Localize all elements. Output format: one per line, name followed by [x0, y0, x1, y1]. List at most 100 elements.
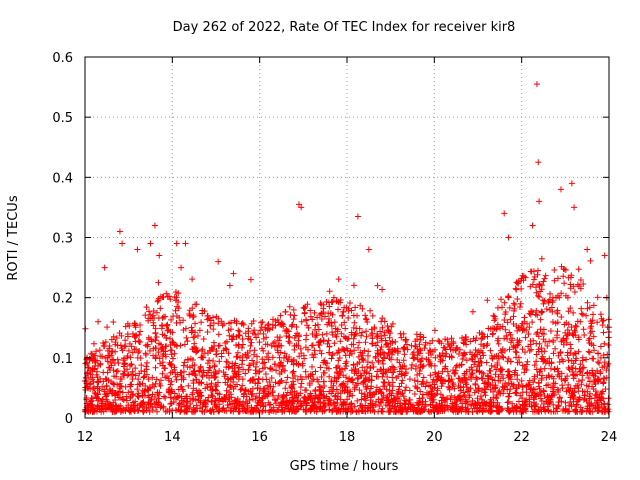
data-point [325, 299, 332, 306]
data-point [541, 275, 548, 282]
data-point [467, 401, 474, 408]
data-point [170, 399, 177, 406]
data-point [137, 355, 144, 362]
data-point [175, 290, 182, 297]
data-point [585, 337, 592, 344]
data-point [190, 312, 197, 319]
data-point [532, 284, 539, 291]
data-point [343, 358, 350, 365]
data-point [435, 337, 442, 344]
data-point [251, 347, 258, 354]
data-point [227, 319, 234, 326]
data-point [326, 288, 333, 295]
data-point [365, 348, 372, 355]
data-point [278, 400, 285, 407]
data-point [427, 372, 434, 379]
data-point [363, 328, 370, 335]
data-point [233, 400, 240, 407]
data-point [463, 334, 470, 341]
data-point [280, 321, 287, 328]
data-point [228, 326, 235, 333]
data-point [235, 327, 242, 334]
data-point [579, 357, 586, 364]
data-point [583, 312, 590, 319]
data-point [499, 383, 506, 390]
data-point [406, 387, 413, 394]
data-point [517, 405, 524, 412]
data-point [533, 390, 540, 397]
data-point [177, 342, 184, 349]
data-point [435, 404, 442, 411]
data-point [149, 407, 156, 414]
data-point [540, 300, 547, 307]
data-point [378, 408, 385, 415]
data-point [491, 317, 498, 324]
data-point [523, 382, 530, 389]
data-point [272, 318, 279, 325]
data-point [369, 330, 376, 337]
data-point [252, 370, 259, 377]
data-point [460, 383, 467, 390]
data-point [167, 394, 174, 401]
data-point [240, 366, 247, 373]
data-point [97, 375, 104, 382]
data-point [537, 316, 544, 323]
data-point [433, 403, 440, 410]
data-point [160, 403, 167, 410]
data-point [268, 342, 275, 349]
data-point [573, 408, 580, 415]
data-point [206, 347, 213, 354]
data-point [278, 359, 285, 366]
data-point [171, 341, 178, 348]
data-point [196, 393, 203, 400]
data-point [506, 372, 513, 379]
data-point [266, 408, 273, 415]
data-point [437, 408, 444, 415]
data-point [367, 365, 374, 372]
data-point [587, 325, 594, 332]
data-point [507, 386, 514, 393]
data-point [383, 340, 390, 347]
data-point [119, 396, 126, 403]
data-point [146, 308, 153, 315]
data-point [485, 372, 492, 379]
data-point [490, 394, 497, 401]
data-point [188, 324, 195, 331]
data-point [554, 275, 561, 282]
data-point [253, 334, 260, 341]
data-point [379, 315, 386, 322]
data-point [539, 282, 546, 289]
data-point [505, 293, 512, 300]
data-point [174, 394, 181, 401]
data-point [302, 396, 309, 403]
data-point [312, 334, 319, 341]
data-point [541, 348, 548, 355]
data-point [234, 399, 241, 406]
data-point [489, 376, 496, 383]
data-point [497, 390, 504, 397]
data-point [168, 378, 175, 385]
data-point [382, 337, 389, 344]
data-point [120, 407, 127, 414]
data-point [484, 340, 491, 347]
data-point [368, 383, 375, 390]
data-point [519, 395, 526, 402]
data-point [205, 394, 212, 401]
data-point [227, 383, 234, 390]
data-point [528, 385, 535, 392]
data-point [131, 333, 138, 340]
data-point [99, 383, 106, 390]
data-point [108, 336, 115, 343]
data-point [335, 349, 342, 356]
data-point [598, 394, 605, 401]
data-point [534, 329, 541, 336]
data-point [533, 366, 540, 373]
data-point [450, 381, 457, 388]
data-point [117, 394, 124, 401]
data-point [243, 393, 250, 400]
data-point [490, 312, 497, 319]
data-point [423, 379, 430, 386]
data-point [143, 363, 150, 370]
data-point [487, 381, 494, 388]
data-point [203, 381, 210, 388]
